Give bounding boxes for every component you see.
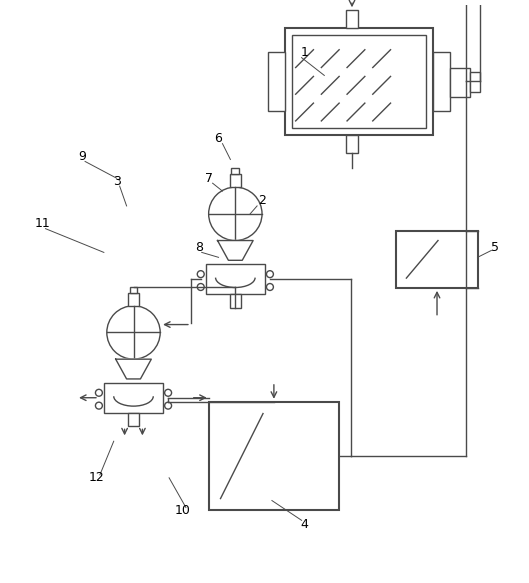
Text: 10: 10 [175,504,191,517]
Bar [433,52,450,111]
Bar [128,413,139,426]
Bar [208,402,339,511]
Circle shape [197,271,204,278]
Text: 1: 1 [300,46,308,59]
Bar [128,293,139,305]
Text: 4: 4 [300,518,308,531]
Circle shape [197,283,204,290]
Circle shape [95,402,103,409]
Text: 5: 5 [491,241,499,254]
Bar [450,68,470,97]
Polygon shape [116,359,151,379]
Bar [346,10,358,28]
Text: 9: 9 [78,150,86,163]
Bar [268,52,285,111]
Polygon shape [217,241,253,260]
Circle shape [165,389,171,396]
Bar [130,287,138,293]
Circle shape [95,389,103,396]
Bar [230,294,241,308]
Bar [470,72,479,92]
Bar [346,135,358,153]
Text: 7: 7 [205,172,213,185]
Bar [104,383,163,413]
Text: 8: 8 [195,241,203,254]
Text: 12: 12 [89,471,105,484]
Bar [396,231,478,288]
Bar [230,174,241,187]
Text: 11: 11 [35,217,50,230]
Bar [231,168,239,174]
Circle shape [267,283,273,290]
Bar [285,28,433,135]
Text: 3: 3 [113,175,121,188]
Bar [206,264,265,294]
Text: 6: 6 [215,132,223,145]
Text: 2: 2 [258,195,266,208]
Bar [291,35,426,128]
Circle shape [208,187,262,241]
Circle shape [107,305,160,359]
Circle shape [267,271,273,278]
Circle shape [165,402,171,409]
